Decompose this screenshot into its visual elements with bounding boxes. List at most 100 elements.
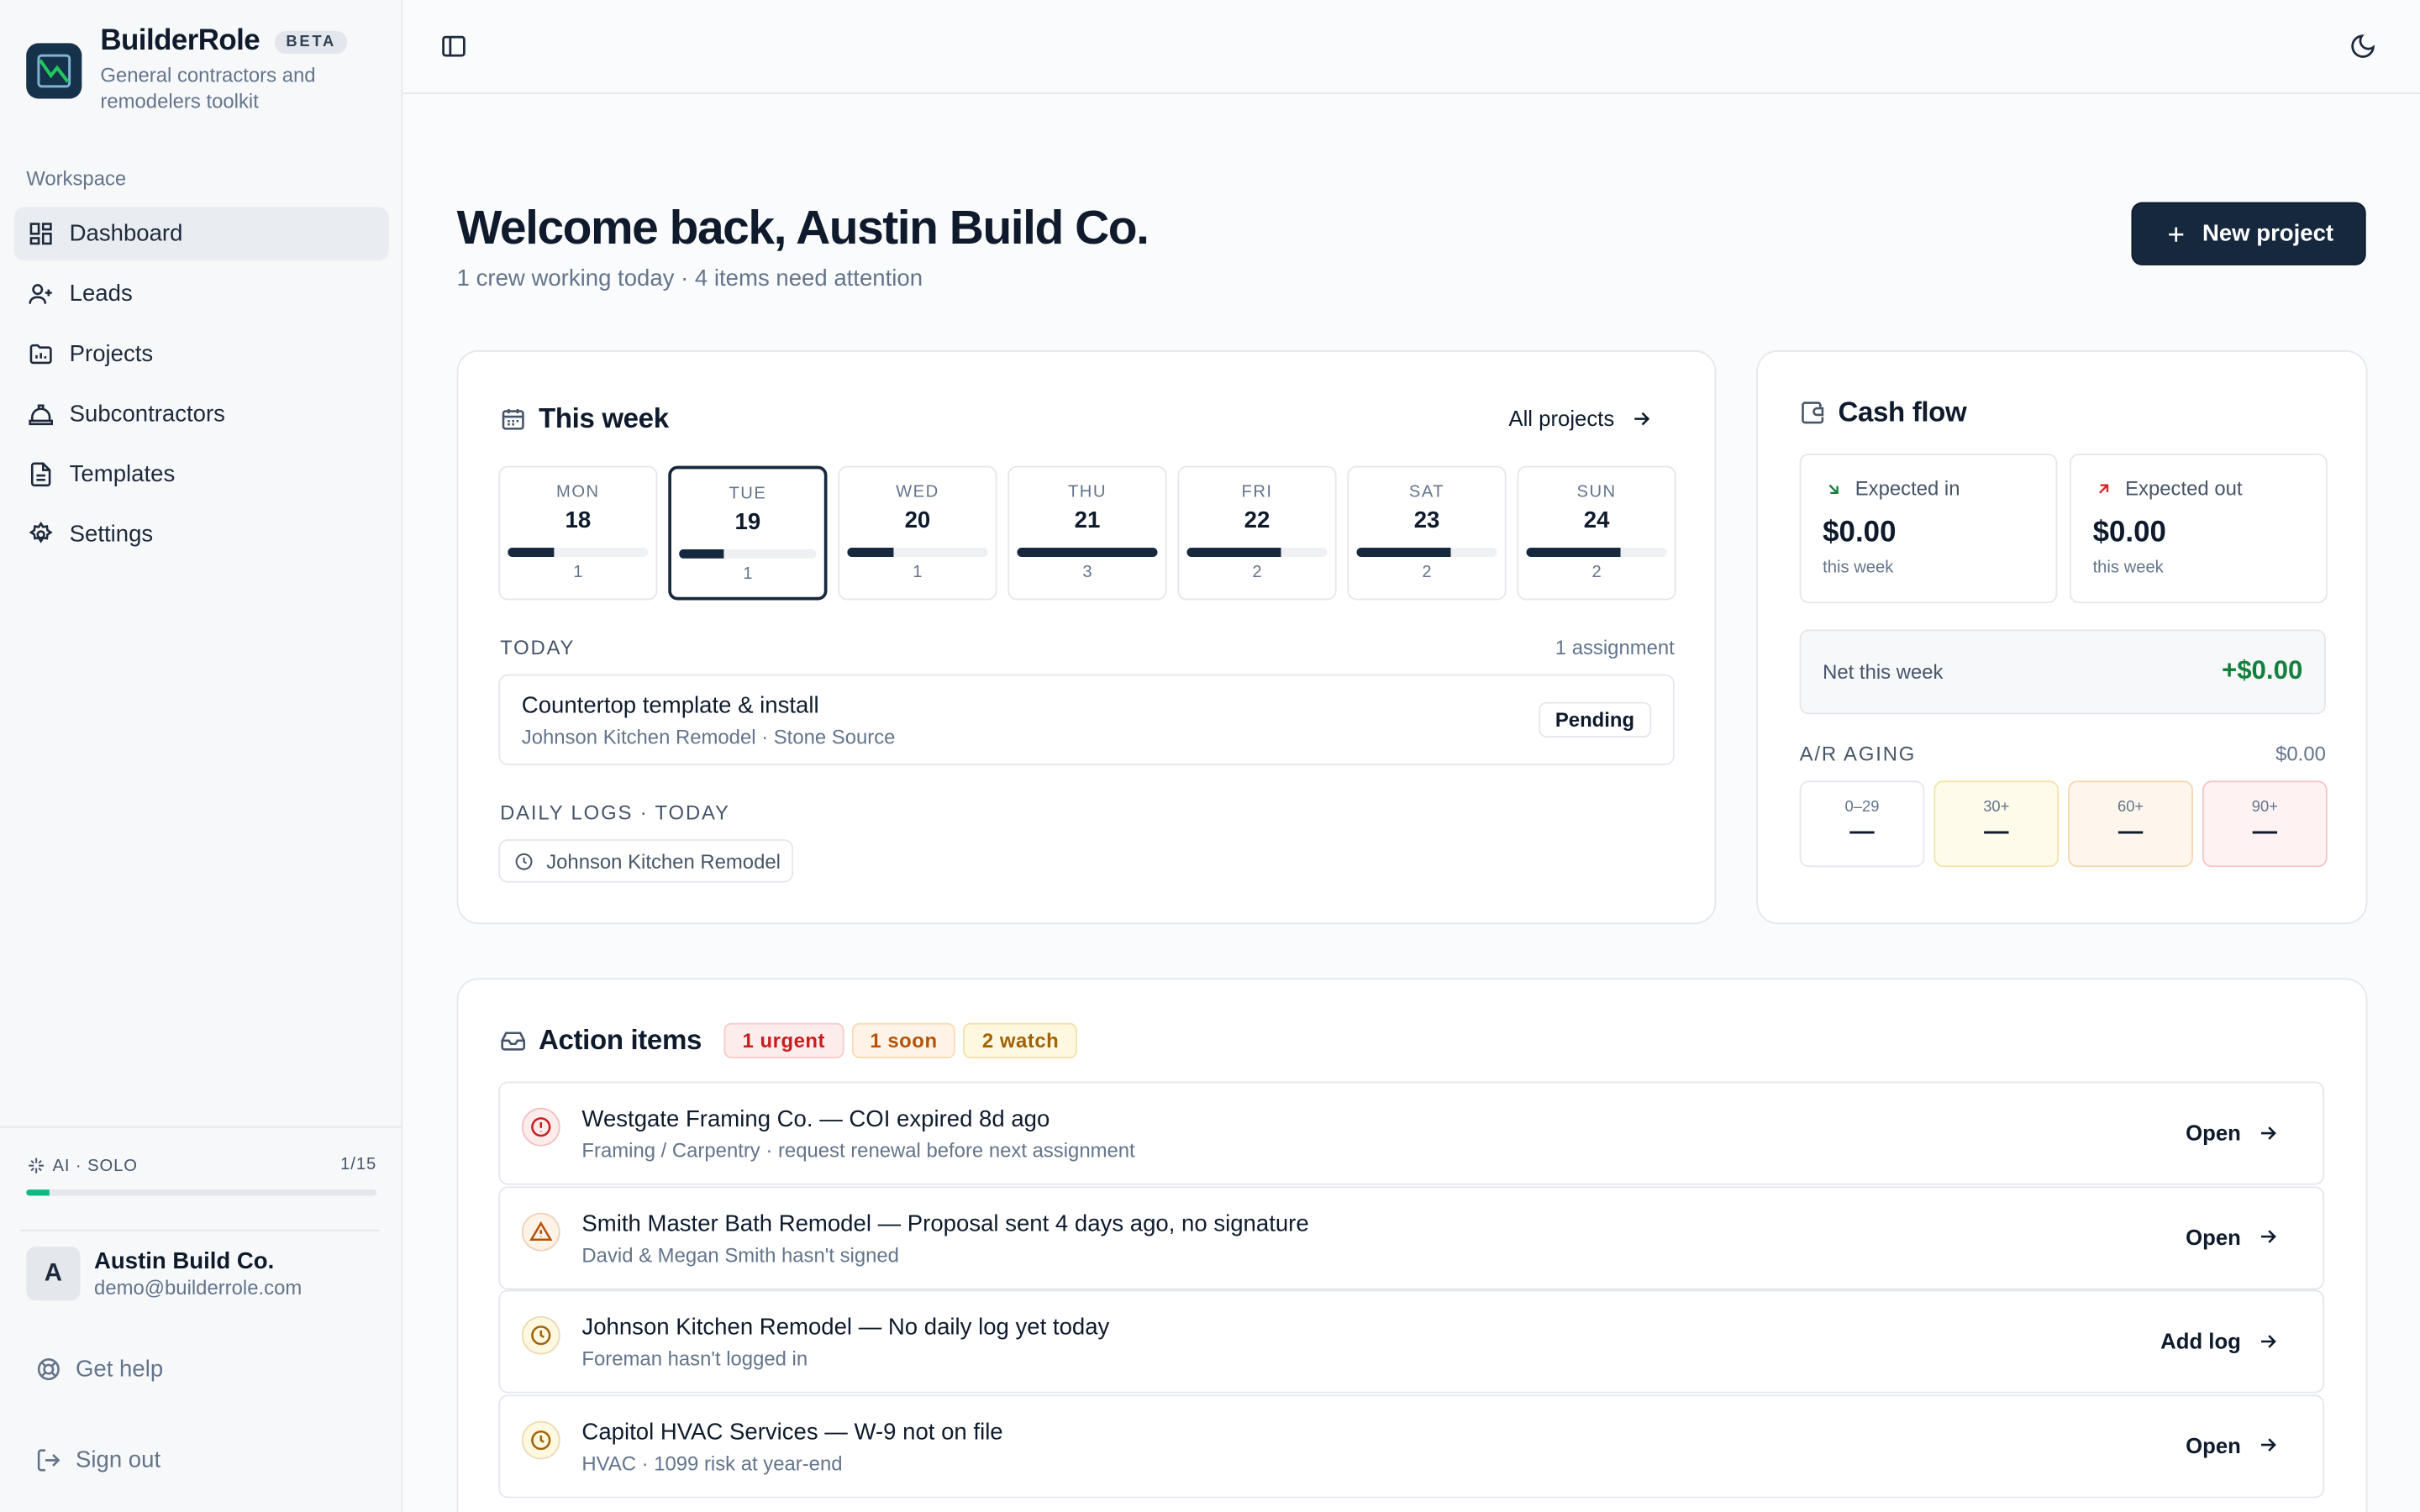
logo-icon: [26, 43, 82, 99]
sidebar-item-subcontractors[interactable]: Subcontractors: [14, 387, 389, 441]
action-item-subtitle: Foreman hasn't logged in: [581, 1347, 808, 1370]
day-name: TUE: [729, 484, 767, 503]
action-items-title-text: Action items: [539, 1024, 702, 1056]
expected-out-label: Expected out: [2125, 476, 2243, 501]
action-item-button[interactable]: Open: [2186, 1432, 2280, 1457]
assignment-row[interactable]: Countertop template & install Johnson Ki…: [498, 674, 1675, 766]
expected-out-box: Expected out $0.00 this week: [2070, 453, 2328, 604]
warning-triangle-icon: [521, 1211, 560, 1251]
action-item[interactable]: Smith Master Bath Remodel — Proposal sen…: [498, 1185, 2325, 1289]
day-date: 19: [734, 509, 761, 536]
ar-bucket[interactable]: 90+ —: [2202, 780, 2328, 868]
beta-badge: BETA: [275, 29, 347, 54]
expected-in-value: $0.00: [1823, 517, 1897, 549]
action-item-button[interactable]: Open: [2186, 1120, 2280, 1145]
day-name: FRI: [1241, 482, 1273, 501]
sidebar-item-label: Projects: [69, 340, 154, 368]
action-item-button[interactable]: Add log: [2160, 1328, 2280, 1353]
hard-hat-icon: [29, 404, 53, 426]
arrow-right-icon: [1634, 411, 1650, 425]
action-item[interactable]: Westgate Framing Co. — COI expired 8d ag…: [498, 1081, 2325, 1185]
sidebar: BuilderRole BETA General contractors and…: [0, 0, 403, 1512]
sidebar-item-label: Leads: [69, 281, 133, 307]
day-fri[interactable]: FRI 22 2: [1177, 465, 1337, 601]
action-item-button-label: Add log: [2160, 1328, 2241, 1353]
day-load-bar: [1017, 548, 1158, 558]
this-week-card: This week All projects MON 18 1 TUE 19 1…: [456, 349, 1717, 925]
sign-out-link[interactable]: Sign out: [35, 1447, 160, 1473]
action-item[interactable]: Johnson Kitchen Remodel — No daily log y…: [498, 1289, 2325, 1394]
ai-usage-bar: [26, 1189, 377, 1196]
clock-icon: [521, 1315, 560, 1355]
day-load-bar: [847, 548, 988, 558]
workspace-label: Workspace: [26, 166, 127, 190]
sign-out-label: Sign out: [75, 1446, 161, 1474]
cash-flow-title-text: Cash flow: [1838, 396, 1967, 428]
priority-pill[interactable]: 2 watch: [963, 1022, 1078, 1058]
clock-icon: [515, 852, 533, 869]
day-count: 1: [573, 563, 583, 582]
sidebar-item-settings[interactable]: Settings: [14, 507, 389, 561]
wallet-icon: [1802, 402, 1824, 424]
daily-log-chip[interactable]: Johnson Kitchen Remodel: [498, 839, 794, 883]
day-count: 1: [743, 564, 753, 584]
net-label: Net this week: [1823, 660, 1944, 684]
day-count: 3: [1082, 563, 1092, 582]
cash-flow-title: Cash flow: [1800, 396, 1967, 429]
user-profile[interactable]: A Austin Build Co. demo@builderrole.com: [26, 1247, 302, 1301]
new-project-button[interactable]: New project: [2131, 202, 2366, 265]
net-this-week: Net this week +$0.00: [1799, 629, 2326, 715]
arrow-right-icon: [2260, 1334, 2276, 1347]
sidebar-item-leads[interactable]: Leads: [14, 267, 389, 321]
net-value: +$0.00: [2221, 655, 2303, 685]
action-item-button[interactable]: Open: [2186, 1224, 2280, 1249]
action-item-subtitle: HVAC · 1099 risk at year-end: [581, 1451, 843, 1474]
get-help-link[interactable]: Get help: [35, 1356, 163, 1383]
action-items-card: Action items 1 urgent 1 soon 2 watch Westg…: [456, 978, 2368, 1512]
expected-in-label: Expected in: [1854, 476, 1960, 501]
sparkle-icon: [29, 1158, 45, 1173]
new-project-label: New project: [2202, 220, 2334, 247]
daily-logs-label: DAILY LOGS · TODAY: [500, 801, 730, 824]
action-item-subtitle: Framing / Carpentry · request renewal be…: [581, 1138, 1135, 1163]
action-item[interactable]: Capitol HVAC Services — W-9 not on file …: [498, 1394, 2325, 1498]
ar-bucket-value: —: [2118, 819, 2144, 846]
sidebar-item-dashboard[interactable]: Dashboard: [13, 207, 389, 261]
day-sun[interactable]: SUN 24 2: [1517, 465, 1676, 601]
this-week-title-text: This week: [539, 402, 669, 434]
daily-log-label: Johnson Kitchen Remodel: [546, 849, 781, 873]
day-load-bar: [1356, 548, 1497, 558]
sidebar-nav: Dashboard Leads Projects Subcontractors …: [13, 207, 389, 568]
sidebar-toggle-icon[interactable]: [439, 33, 467, 60]
ar-bucket[interactable]: 30+ —: [1933, 780, 2060, 868]
brand[interactable]: BuilderRole BETA General contractors and…: [26, 24, 362, 114]
action-item-title: Capitol HVAC Services — W-9 not on file: [581, 1418, 1003, 1446]
expected-out-value: $0.00: [2092, 517, 2166, 549]
clock-icon: [521, 1420, 560, 1459]
page-subtitle: 1 crew working today · 4 items need atte…: [456, 265, 923, 292]
priority-pill[interactable]: 1 urgent: [723, 1022, 844, 1058]
arrow-right-icon: [2260, 1230, 2276, 1243]
action-item-title: Johnson Kitchen Remodel — No daily log y…: [581, 1314, 1110, 1341]
sidebar-item-templates[interactable]: Templates: [14, 448, 389, 501]
day-thu[interactable]: THU 21 3: [1007, 465, 1167, 601]
moon-icon[interactable]: [2349, 33, 2376, 60]
ar-bucket[interactable]: 0–29 —: [1799, 780, 1925, 868]
priority-pill[interactable]: 1 soon: [851, 1022, 956, 1058]
ar-bucket-label: 90+: [2251, 799, 2278, 816]
sidebar-footer: AI · SOLO 1/15 A Austin Build Co. demo@b…: [0, 1126, 403, 1473]
sidebar-item-projects[interactable]: Projects: [14, 327, 389, 381]
ar-bucket[interactable]: 60+ —: [2068, 780, 2193, 868]
day-mon[interactable]: MON 18 1: [498, 465, 658, 601]
day-load-bar: [508, 548, 649, 558]
all-projects-link[interactable]: All projects: [1508, 406, 1653, 430]
day-load-fill: [679, 549, 725, 559]
user-name: Austin Build Co.: [94, 1247, 275, 1275]
expected-in-box: Expected in $0.00 this week: [1799, 453, 2058, 604]
day-tue[interactable]: TUE 19 1: [668, 465, 828, 601]
app-tagline: General contractors and remodelers toolk…: [100, 63, 316, 113]
day-load-fill: [847, 548, 894, 558]
action-item-title: Smith Master Bath Remodel — Proposal sen…: [581, 1210, 1309, 1237]
day-sat[interactable]: SAT 23 2: [1347, 465, 1507, 601]
day-wed[interactable]: WED 20 1: [838, 465, 997, 601]
